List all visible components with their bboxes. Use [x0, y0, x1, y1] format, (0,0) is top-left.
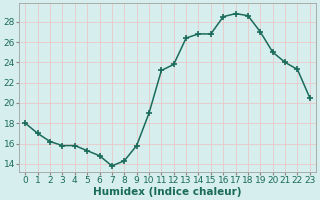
X-axis label: Humidex (Indice chaleur): Humidex (Indice chaleur)	[93, 187, 242, 197]
